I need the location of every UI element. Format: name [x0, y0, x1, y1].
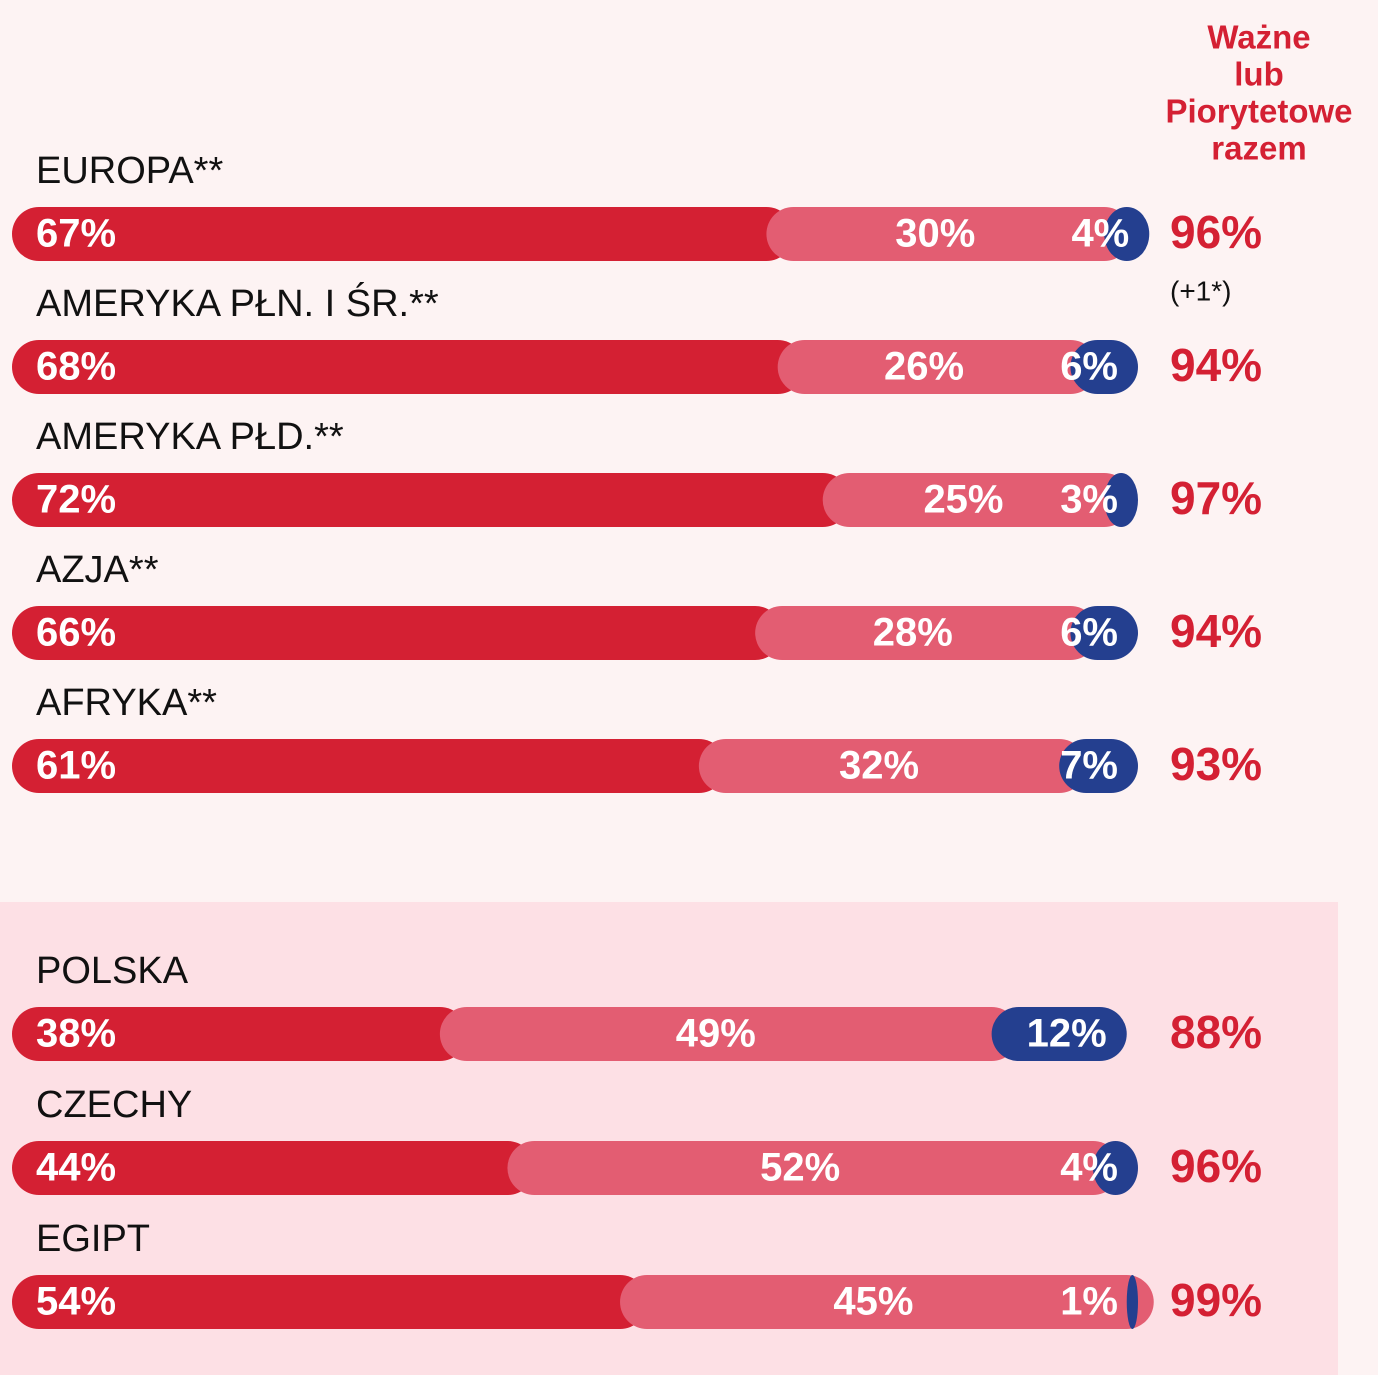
segment-label: 12%: [1027, 1012, 1107, 1056]
segment-label: 72%: [36, 478, 116, 522]
bar-segment: [439, 1007, 1019, 1061]
segment-label: 54%: [36, 1280, 116, 1324]
segment-label: 4%: [1060, 1146, 1118, 1190]
bar-segment: [766, 207, 1132, 261]
segment-label: 1%: [1060, 1280, 1118, 1324]
segment-label: 38%: [36, 1012, 116, 1056]
segment-label: 52%: [760, 1146, 840, 1190]
segment-label: 68%: [36, 345, 116, 389]
segment-label: 30%: [895, 212, 975, 256]
bar-segment: [12, 340, 805, 394]
bar-segment: [822, 473, 1132, 527]
bar-segment: [1126, 1275, 1138, 1329]
total-label: 88%: [1170, 1006, 1262, 1058]
segment-label: 6%: [1060, 345, 1118, 389]
category-label: AMERYKA PŁN. I ŚR.**: [36, 280, 439, 325]
total-label: 94%: [1170, 339, 1262, 391]
category-label: AFRYKA**: [36, 682, 217, 724]
segment-label: 25%: [923, 478, 1003, 522]
bar-segment: [1104, 207, 1150, 261]
segment-label: 7%: [1060, 744, 1118, 788]
bar-segment: [991, 1007, 1127, 1061]
bar-segment: [1104, 473, 1138, 527]
category-label: CZECHY: [36, 1084, 192, 1126]
total-label: 99%: [1170, 1274, 1262, 1326]
header-line: razem: [1211, 130, 1306, 167]
segment-label: 3%: [1060, 478, 1118, 522]
bar-segment: [777, 340, 1098, 394]
bar-segment: [755, 606, 1098, 660]
segment-label: 4%: [1071, 212, 1129, 256]
bar-segment: [1092, 1141, 1138, 1195]
bar-segment: [12, 473, 850, 527]
bar-segment: [12, 1141, 535, 1195]
segment-label: 66%: [36, 611, 116, 655]
total-label: 97%: [1170, 472, 1262, 524]
bar-segment: [620, 1275, 1154, 1329]
segment-label: 61%: [36, 744, 116, 788]
bar-segment: [1070, 340, 1138, 394]
total-label: 93%: [1170, 738, 1262, 790]
bar-segment: [1059, 739, 1138, 793]
bar-segment: [12, 739, 726, 793]
header-line: Piorytetowe: [1165, 93, 1352, 130]
header-line: lub: [1234, 56, 1283, 93]
bar-segment: [698, 739, 1087, 793]
header-line: Ważne: [1207, 19, 1310, 56]
total-label: 96%: [1170, 1140, 1262, 1192]
segment-label: 45%: [833, 1280, 913, 1324]
category-label: EGIPT: [36, 1218, 150, 1260]
bar-segment: [12, 207, 794, 261]
bar-segment: [12, 606, 783, 660]
bar-segment: [12, 1275, 648, 1329]
category-label: AMERYKA PŁD.**: [36, 416, 344, 458]
bar-segment: [12, 1007, 467, 1061]
category-label: AZJA**: [36, 549, 159, 591]
segment-label: 28%: [873, 611, 953, 655]
category-label: EUROPA**: [36, 150, 223, 192]
annotation: (+1*): [1170, 275, 1231, 306]
segment-label: 6%: [1060, 611, 1118, 655]
bar-segment: [1070, 606, 1138, 660]
segment-label: 32%: [839, 744, 919, 788]
segment-label: 49%: [676, 1012, 756, 1056]
total-label: 96%: [1170, 206, 1262, 258]
segment-label: 44%: [36, 1146, 116, 1190]
category-label: POLSKA: [36, 950, 189, 992]
segment-label: 67%: [36, 212, 116, 256]
total-label: 94%: [1170, 605, 1262, 657]
segment-label: 26%: [884, 345, 964, 389]
bar-segment: [507, 1141, 1120, 1195]
